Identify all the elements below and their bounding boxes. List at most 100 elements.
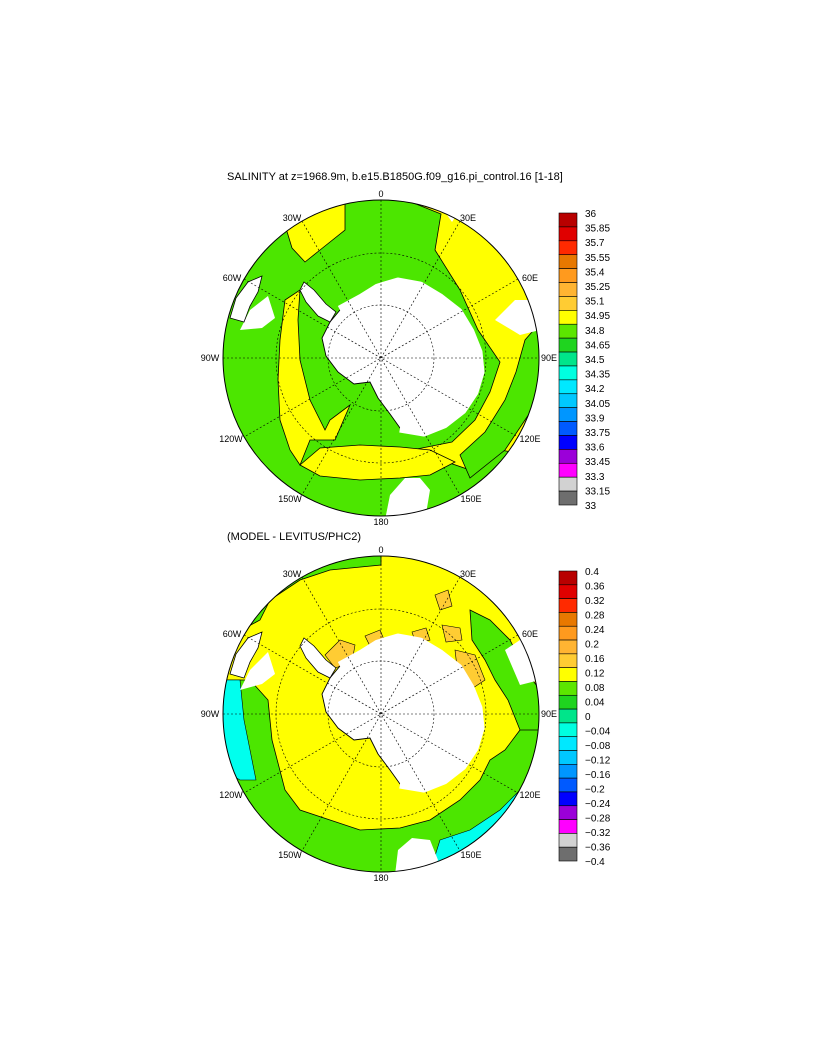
salinity-difference-polar-map: 0 30E 60E 90E 120E 150E 180 150W 120W 90… [201, 545, 557, 883]
colorbar-label: 33 [585, 501, 597, 512]
colorbar-label: 33.15 [585, 486, 610, 497]
colorbar-label: 33.3 [585, 472, 605, 483]
lon-label: 0 [378, 189, 383, 199]
colorbar-label: −0.2 [585, 785, 605, 796]
colorbar-swatch [558, 226, 578, 242]
colorbar-swatch [558, 846, 578, 862]
colorbar-swatch [558, 612, 578, 627]
colorbar-swatch [558, 791, 578, 807]
colorbar-label: 35.7 [585, 238, 605, 249]
colorbar-label: 35.4 [585, 267, 605, 278]
lon-label: 60W [223, 629, 242, 639]
colorbar-swatch [558, 490, 578, 506]
lon-label: 120E [519, 790, 540, 800]
orange-patch [434, 589, 453, 611]
colorbar-label: 34.5 [585, 355, 605, 366]
colorbar-swatch [558, 750, 578, 765]
colorbar-label: 0.36 [585, 582, 605, 593]
colorbar-swatch [558, 240, 578, 256]
graticule [223, 556, 539, 872]
sea-ice-east [495, 300, 539, 335]
colorbar-label: 34.2 [585, 384, 605, 395]
salinity-polar-map: 0 30E 60E 90E 120E 150E 180 150W 120W 90… [201, 189, 557, 527]
lon-label: 150E [460, 494, 481, 504]
green-region-east [469, 609, 539, 731]
lon-label: 30W [283, 213, 302, 223]
colorbar-swatch [558, 393, 578, 408]
colorbar-swatch [558, 570, 578, 586]
lon-label: 180 [373, 517, 388, 527]
colorbar-swatch [558, 625, 578, 641]
colorbar-label: 35.85 [585, 224, 610, 235]
colorbar-label: 34.05 [585, 399, 610, 410]
antarctic-peninsula [299, 637, 337, 679]
colorbar-swatch [558, 805, 578, 820]
colorbar-swatch [558, 323, 578, 339]
colorbar-label: 0.32 [585, 596, 605, 607]
colorbar-swatch [558, 681, 578, 696]
colorbar-swatch [558, 819, 578, 834]
colorbar-swatch [558, 282, 578, 297]
lon-label: 0 [378, 545, 383, 555]
lon-label: 60E [522, 273, 538, 283]
colorbar-swatch [558, 337, 578, 353]
colorbar-label: 0.12 [585, 669, 605, 680]
colorbar-swatch [558, 379, 578, 395]
coastal-ice-fringe [337, 277, 485, 437]
colorbar-swatch [558, 365, 578, 381]
sea-ice-south [385, 478, 430, 516]
lon-label: 30W [283, 569, 302, 579]
lon-label: 90E [541, 353, 557, 363]
lon-label: 150E [460, 850, 481, 860]
map-frame [222, 555, 540, 873]
lon-label: 90W [201, 353, 220, 363]
colorbar-swatch [558, 212, 578, 228]
lon-label: 150W [278, 850, 302, 860]
colorbar-label: 0.2 [585, 640, 599, 651]
colorbar-swatch [558, 777, 578, 793]
yellow-band-west [277, 289, 351, 466]
colorbar-swatch [558, 254, 578, 269]
colorbar-label: 33.75 [585, 428, 610, 439]
colorbar-swatch [558, 435, 578, 450]
top-panel-title: SALINITY at z=1968.9m, b.e15.B1850G.f09_… [227, 171, 563, 183]
lon-label: 90E [541, 709, 557, 719]
lon-label: 60W [223, 273, 242, 283]
antarctic-peninsula [299, 281, 337, 323]
colorbar-swatch [558, 449, 578, 464]
colorbar-swatch [558, 476, 578, 492]
colorbar-label: 34.35 [585, 370, 610, 381]
lon-label: 30E [460, 213, 476, 223]
colorbar-swatch [558, 598, 578, 613]
lon-label: 30E [460, 569, 476, 579]
graticule [223, 200, 539, 516]
colorbar-label: −0.16 [585, 770, 611, 781]
colorbar-label: −0.12 [585, 756, 611, 767]
colorbar-label: 36 [585, 209, 597, 220]
colorbar-swatch [558, 268, 578, 283]
colorbar-swatch [558, 351, 578, 367]
lon-label: 120E [519, 434, 540, 444]
colorbar-label: 0.16 [585, 654, 605, 665]
top-colorbar: 36 35.85 35.7 35.55 35.4 35.25 35.1 34.95 34.8 34… [558, 209, 610, 512]
colorbar-label: −0.08 [585, 741, 611, 752]
colorbar-swatch [558, 736, 578, 751]
lon-label: 180 [373, 873, 388, 883]
colorbar-label: 34.8 [585, 326, 605, 337]
colorbar-label: 0.24 [585, 625, 605, 636]
colorbar-label: 0 [585, 712, 591, 723]
colorbar-swatch [558, 310, 578, 325]
colorbar-swatch [558, 296, 578, 311]
colorbar-label: 0.28 [585, 611, 605, 622]
colorbar-label: −0.24 [585, 799, 611, 810]
colorbar-label: 34.95 [585, 311, 610, 322]
colorbar-swatch [558, 667, 578, 682]
green-region-southwest [223, 679, 539, 872]
orange-patch [441, 624, 463, 643]
colorbar-label: −0.36 [585, 843, 611, 854]
colorbar-label: 0.04 [585, 698, 605, 709]
colorbar-label: 34.65 [585, 340, 610, 351]
colorbar-label: 33.45 [585, 457, 610, 468]
colorbar-label: −0.32 [585, 828, 611, 839]
